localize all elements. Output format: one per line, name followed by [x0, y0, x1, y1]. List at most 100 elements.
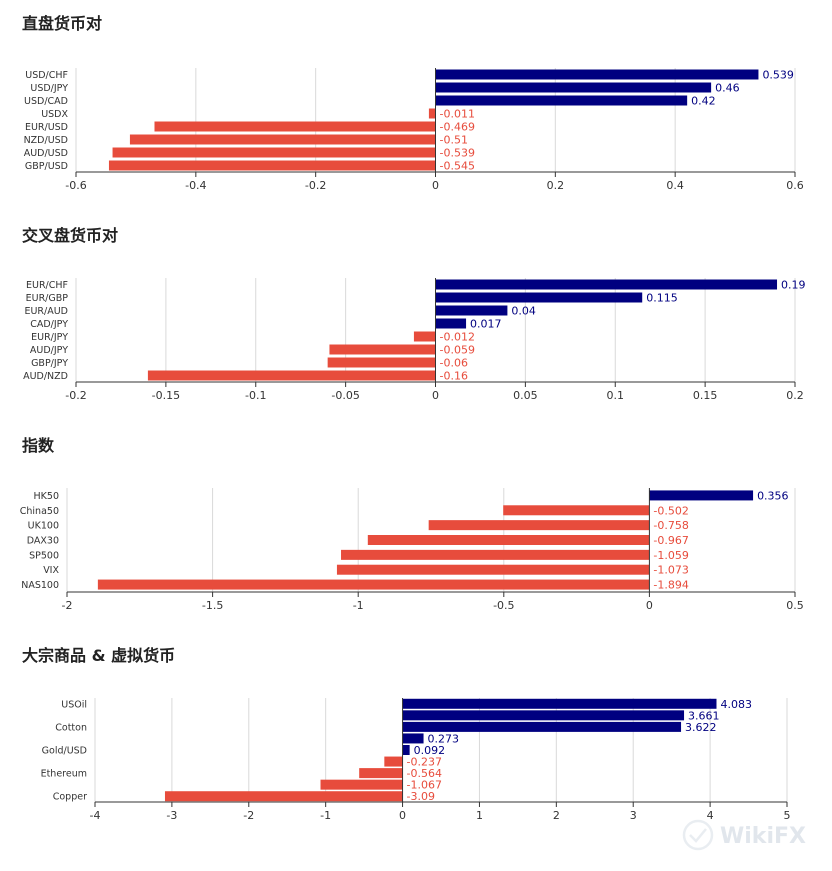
category-label: UK100 — [28, 521, 59, 532]
bar-aud-jpy — [329, 344, 436, 355]
bar-cad-jpy — [435, 318, 467, 329]
value-label: 0.092 — [414, 744, 446, 757]
bar-china50 — [503, 505, 650, 516]
x-tick-label: -1.5 — [202, 599, 223, 612]
value-label: 0.017 — [470, 318, 502, 331]
bar-uk100 — [428, 520, 650, 531]
bar-aud-nzd — [147, 370, 436, 381]
value-label: -0.012 — [440, 331, 475, 344]
x-tick-label: -0.1 — [245, 389, 266, 402]
bar-eur-chf — [435, 279, 778, 290]
x-tick-label: -0.5 — [493, 599, 514, 612]
value-label: 0.46 — [715, 82, 740, 95]
x-tick-label: -2 — [243, 809, 254, 822]
bar-gbp-jpy — [327, 357, 436, 368]
bar-cotton — [402, 721, 682, 732]
indices-bar-chart: 0.356 HK50 -0.502 China50 -0.758 UK100 -0.967 D… — [20, 488, 804, 612]
x-tick-label: -2 — [62, 599, 73, 612]
value-label: 4.083 — [720, 698, 752, 711]
category-label: USD/CAD — [24, 96, 68, 107]
value-label: 0.04 — [511, 305, 536, 318]
category-label: EUR/JPY — [31, 332, 68, 343]
bar-usd-chf — [435, 69, 759, 80]
value-label: 0.273 — [428, 732, 460, 745]
bar-eur-jpy — [413, 331, 436, 342]
value-label: -0.06 — [440, 357, 468, 370]
value-label: -0.502 — [653, 504, 688, 517]
value-label: 3.661 — [688, 709, 720, 722]
category-label: EUR/USD — [25, 122, 68, 133]
category-label: China50 — [20, 506, 59, 517]
bar-usd-jpy — [435, 82, 712, 93]
x-tick-label: -4 — [90, 809, 101, 822]
category-label: NAS100 — [21, 580, 59, 591]
x-tick-label: -0.2 — [305, 179, 326, 192]
major-pairs-bar-chart: 0.539 USD/CHF 0.46 USD/JPY 0.42 USD/CAD -0.011… — [24, 68, 804, 192]
bar-gold-usd — [402, 745, 410, 755]
value-label: -0.545 — [440, 160, 475, 173]
x-tick-label: 0.05 — [513, 389, 538, 402]
x-tick-label: 0 — [432, 389, 439, 402]
bar-aud-usd — [112, 147, 436, 158]
bar-sp500 — [341, 549, 650, 560]
bar-ethereum — [359, 768, 403, 779]
category-label: USDX — [41, 109, 68, 120]
value-label: -1.894 — [653, 579, 688, 592]
category-label: GBP/JPY — [31, 358, 68, 369]
bar-row-1 — [402, 710, 685, 721]
bar-eur-usd — [154, 121, 436, 132]
x-tick-label: -0.2 — [65, 389, 86, 402]
bar-vix — [336, 564, 650, 575]
x-tick-label: -3 — [166, 809, 177, 822]
category-label: AUD/NZD — [23, 371, 68, 382]
category-label: HK50 — [34, 491, 59, 502]
category-label: USOil — [61, 699, 87, 710]
value-label: -1.067 — [407, 779, 442, 792]
bar-usoil — [402, 698, 717, 709]
x-tick-label: 0.6 — [786, 179, 804, 192]
bar-row-3 — [402, 733, 424, 744]
x-tick-label: 3 — [630, 809, 637, 822]
value-label: 0.42 — [691, 95, 716, 108]
chart-title-indices: 指数 — [22, 436, 55, 455]
bar-eur-aud — [435, 305, 508, 316]
bar-usdx — [428, 108, 436, 119]
category-label: VIX — [43, 565, 59, 576]
value-label: 0.19 — [781, 279, 806, 292]
bar-hk50 — [649, 490, 754, 501]
value-label: -0.967 — [653, 534, 688, 547]
bar-copper — [164, 791, 403, 802]
value-label: -0.539 — [440, 147, 475, 160]
value-label: -0.564 — [407, 767, 442, 780]
category-label: NZD/USD — [24, 135, 68, 146]
category-label: Gold/USD — [42, 746, 87, 757]
value-label: 0.115 — [646, 292, 678, 305]
value-label: 3.622 — [685, 721, 717, 734]
category-label: Cotton — [55, 722, 87, 733]
bar-row-7 — [320, 779, 403, 790]
cross-pairs-bar-chart: 0.19 EUR/CHF 0.115 EUR/GBP 0.04 EUR/AUD 0.017 C… — [23, 278, 806, 402]
chart-title-major-pairs: 直盘货币对 — [22, 14, 103, 33]
value-label: -1.059 — [653, 549, 688, 562]
watermark-text: WikiFX — [720, 824, 806, 849]
wikifx-watermark-logo: WikiFX — [682, 819, 806, 851]
x-tick-label: 0.2 — [786, 389, 804, 402]
value-label: -3.09 — [407, 790, 435, 803]
x-tick-label: -1 — [320, 809, 331, 822]
x-tick-label: -0.6 — [65, 179, 86, 192]
value-label: -0.059 — [440, 344, 475, 357]
x-tick-label: 0 — [399, 809, 406, 822]
x-tick-label: 0 — [646, 599, 653, 612]
value-label: -0.011 — [440, 108, 475, 121]
value-label: 0.356 — [757, 489, 789, 502]
category-label: Copper — [53, 792, 87, 803]
value-label: -0.237 — [407, 756, 442, 769]
x-tick-label: -0.15 — [152, 389, 180, 402]
value-label: -0.758 — [653, 519, 688, 532]
x-tick-label: 2 — [553, 809, 560, 822]
chart-title-cross-pairs: 交叉盘货币对 — [22, 226, 119, 245]
bar-nas100 — [97, 579, 650, 590]
x-tick-label: 5 — [784, 809, 791, 822]
x-tick-label: -0.4 — [185, 179, 206, 192]
